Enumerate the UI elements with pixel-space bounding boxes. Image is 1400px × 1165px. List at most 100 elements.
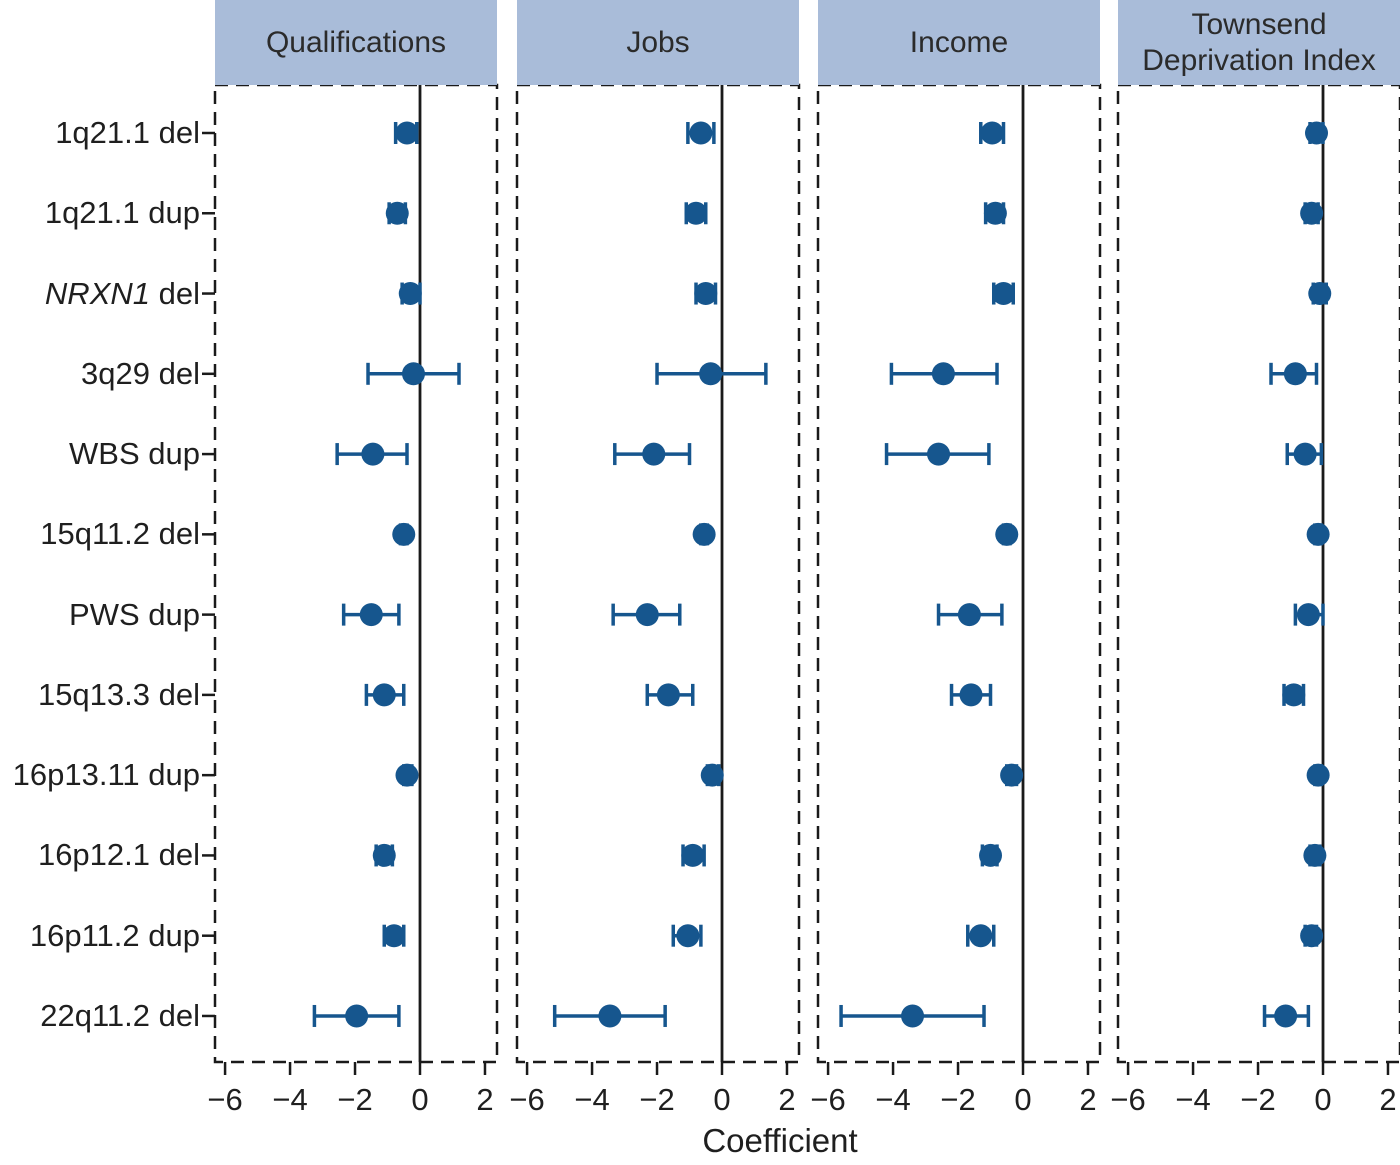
x-tick-label: −4: [1175, 1082, 1211, 1117]
panel-title: Income: [909, 25, 1009, 59]
point-marker: [1306, 763, 1330, 787]
point-marker: [1293, 442, 1317, 466]
point-marker: [983, 201, 1007, 225]
point-marker: [395, 121, 419, 145]
cnv-gene-name: 16p11.2: [29, 917, 140, 953]
cnv-gene-name: 16p13.11: [12, 757, 140, 793]
y-axis-label: 1q21.1 dup: [0, 195, 200, 231]
point-marker: [700, 763, 724, 787]
panel-header-qualifications: Qualifications: [215, 0, 497, 85]
point-marker: [1282, 683, 1306, 707]
y-axis-label: 16p13.11 dup: [0, 757, 200, 793]
y-axis-label: 15q13.3 del: [0, 677, 200, 713]
panel-border: [515, 83, 801, 1064]
point-marker: [1308, 282, 1332, 306]
point-marker: [927, 442, 951, 466]
point-marker: [598, 1004, 622, 1028]
x-tick-label: 2: [476, 1082, 494, 1117]
x-tick-label: 2: [778, 1082, 796, 1117]
point-marker: [359, 603, 383, 627]
x-tick-label: −6: [1110, 1082, 1146, 1117]
point-marker: [1274, 1004, 1298, 1028]
cnv-gene-name: 3q29: [81, 355, 151, 391]
panel-title: Townsend Deprivation Index: [1142, 7, 1376, 77]
point-marker: [372, 683, 396, 707]
point-marker: [402, 362, 426, 386]
point-marker: [385, 201, 409, 225]
cnv-type: del: [150, 676, 200, 712]
point-marker: [980, 121, 1004, 145]
point-marker: [656, 683, 680, 707]
x-tick-label: −2: [1240, 1082, 1276, 1117]
cnv-gene-name: PWS: [69, 596, 140, 632]
panel-title: Qualifications: [265, 25, 447, 59]
x-tick-label: −2: [639, 1082, 675, 1117]
point-marker: [382, 924, 406, 948]
cnv-type: del: [150, 516, 200, 552]
x-tick-label: 0: [1314, 1082, 1332, 1117]
panel-border: [213, 83, 499, 1064]
point-marker: [1303, 843, 1327, 867]
x-tick-label: −6: [810, 1082, 846, 1117]
cnv-gene-name: 16p12.1: [37, 837, 151, 873]
x-tick-label: −4: [574, 1082, 610, 1117]
x-tick-label: 2: [1079, 1082, 1097, 1117]
cnv-type: dup: [139, 195, 200, 231]
cnv-gene-name: 15q13.3: [37, 676, 151, 712]
panel-border: [816, 83, 1102, 1064]
panel-header-income: Income: [818, 0, 1100, 85]
x-tick-label: −4: [875, 1082, 911, 1117]
point-marker: [1306, 522, 1330, 546]
point-marker: [957, 603, 981, 627]
cnv-type: dup: [139, 436, 200, 472]
x-tick-label: −6: [509, 1082, 545, 1117]
cnv-type: del: [150, 837, 200, 873]
point-marker: [979, 843, 1003, 867]
cnv-type: del: [150, 275, 200, 311]
cnv-gene-name: 1q21.1: [44, 195, 140, 231]
panel-header-jobs: Jobs: [517, 0, 799, 85]
point-marker: [642, 442, 666, 466]
point-marker: [398, 282, 422, 306]
cnv-type: del: [150, 355, 200, 391]
x-tick-label: 0: [713, 1082, 731, 1117]
point-marker: [1283, 362, 1307, 386]
point-marker: [1305, 121, 1329, 145]
point-marker: [676, 924, 700, 948]
x-tick-label: −2: [337, 1082, 373, 1117]
point-marker: [699, 362, 723, 386]
point-marker: [992, 282, 1016, 306]
y-axis-label: WBS dup: [0, 436, 200, 472]
point-marker: [959, 683, 983, 707]
x-tick-label: 0: [1014, 1082, 1032, 1117]
x-tick-label: −4: [272, 1082, 308, 1117]
point-marker: [372, 843, 396, 867]
point-marker: [1300, 201, 1324, 225]
point-marker: [345, 1004, 369, 1028]
point-marker: [689, 121, 713, 145]
cnv-type: dup: [139, 757, 200, 793]
y-axis-label: 3q29 del: [0, 356, 200, 392]
panel-title: Jobs: [626, 25, 690, 59]
y-axis-label: 22q11.2 del: [0, 998, 200, 1034]
y-axis-label: 16p12.1 del: [0, 837, 200, 873]
y-axis-label: 16p11.2 dup: [0, 918, 200, 954]
panel-header-townsend: Townsend Deprivation Index: [1118, 0, 1400, 85]
point-marker: [995, 522, 1019, 546]
point-marker: [692, 522, 716, 546]
point-marker: [684, 201, 708, 225]
cnv-type: dup: [139, 917, 200, 953]
cnv-gene-name: WBS: [69, 436, 140, 472]
cnv-gene-name: 1q21.1: [55, 115, 151, 150]
point-marker: [361, 442, 385, 466]
cnv-type: del: [150, 997, 200, 1033]
point-marker: [931, 362, 955, 386]
panel-border: [1116, 83, 1400, 1064]
point-marker: [969, 924, 993, 948]
point-marker: [395, 763, 419, 787]
cnv-type: del: [150, 115, 200, 150]
point-marker: [635, 603, 659, 627]
y-axis-label: PWS dup: [0, 597, 200, 633]
cnv-gene-name: 22q11.2: [40, 997, 151, 1033]
